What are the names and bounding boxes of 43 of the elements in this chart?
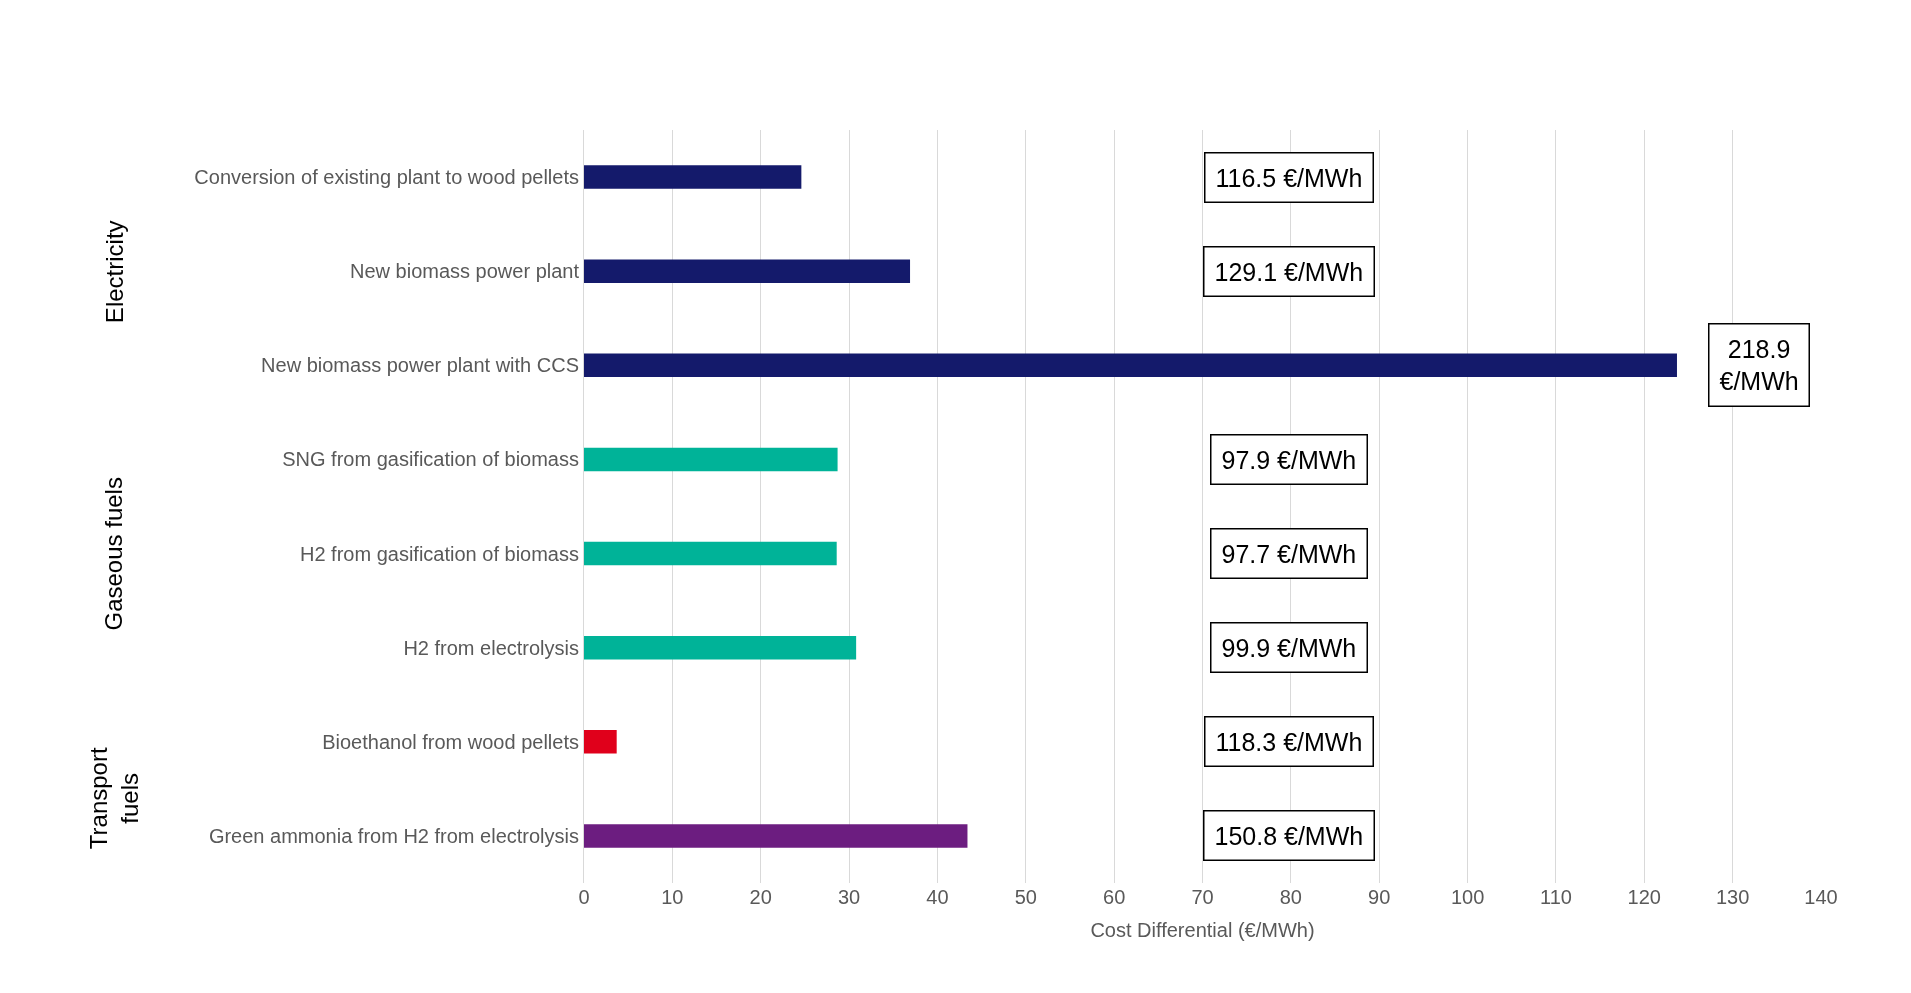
bar	[584, 824, 968, 848]
bar	[584, 259, 911, 283]
x-tick-label: 40	[926, 886, 949, 908]
bar	[584, 165, 802, 189]
x-tick-label: 70	[1191, 886, 1214, 908]
x-tick-label: 80	[1279, 886, 1302, 908]
x-tick-label: 30	[837, 886, 861, 908]
bar	[584, 541, 837, 566]
x-tick-label: 140	[1804, 886, 1838, 908]
annotation: 150.8 €/MWh	[1214, 821, 1364, 850]
text: Transport fuels	[84, 747, 143, 850]
text: Gaseous fuels	[100, 477, 128, 631]
bar	[584, 353, 1677, 378]
x-tick-label: 130	[1715, 886, 1750, 908]
annotation: 97.7 €/MWh	[1221, 539, 1357, 568]
y-tick-label: SNG from gasification of biomass	[282, 448, 579, 471]
x-axis-title: Cost Differential (€/MWh)	[1090, 918, 1315, 941]
annotation: 97.9 €/MWh	[1221, 445, 1357, 474]
x-tick-label: 120	[1627, 886, 1661, 908]
x-tick-label: 0	[578, 886, 590, 908]
x-tick-label: 10	[661, 886, 684, 908]
annotation: 129.1 €/MWh	[1214, 257, 1364, 286]
y-tick-label: H2 from gasification of biomass	[299, 542, 579, 565]
y-tick-label: Green ammonia from H2 from electrolysis	[208, 824, 579, 847]
x-tick-label: 20	[749, 886, 772, 908]
annotation: 218.9 €/MWh	[1719, 334, 1799, 395]
x-tick-label: 50	[1014, 886, 1037, 908]
text: Electricity	[100, 220, 128, 324]
y-tick-label: New biomass power plant	[350, 260, 580, 283]
y-tick-label: Conversion of existing plant to wood pellets	[194, 166, 579, 189]
y-tick-label: New biomass power plant with CCS	[261, 354, 579, 377]
bar	[584, 635, 857, 660]
bar	[584, 730, 617, 754]
y-tick-label: Bioethanol from wood pellets	[322, 730, 579, 753]
bar	[584, 447, 838, 472]
annotation: 99.9 €/MWh	[1221, 633, 1357, 662]
annotation: 118.3 €/MWh	[1215, 727, 1363, 756]
y-tick-label: H2 from electrolysis	[403, 636, 579, 659]
x-tick-label: 90	[1368, 886, 1391, 908]
x-tick-label: 100	[1450, 886, 1485, 908]
annotation: 116.5 €/MWh	[1215, 163, 1363, 192]
x-tick-label: 60	[1103, 886, 1126, 908]
x-tick-label: 110	[1539, 886, 1572, 908]
